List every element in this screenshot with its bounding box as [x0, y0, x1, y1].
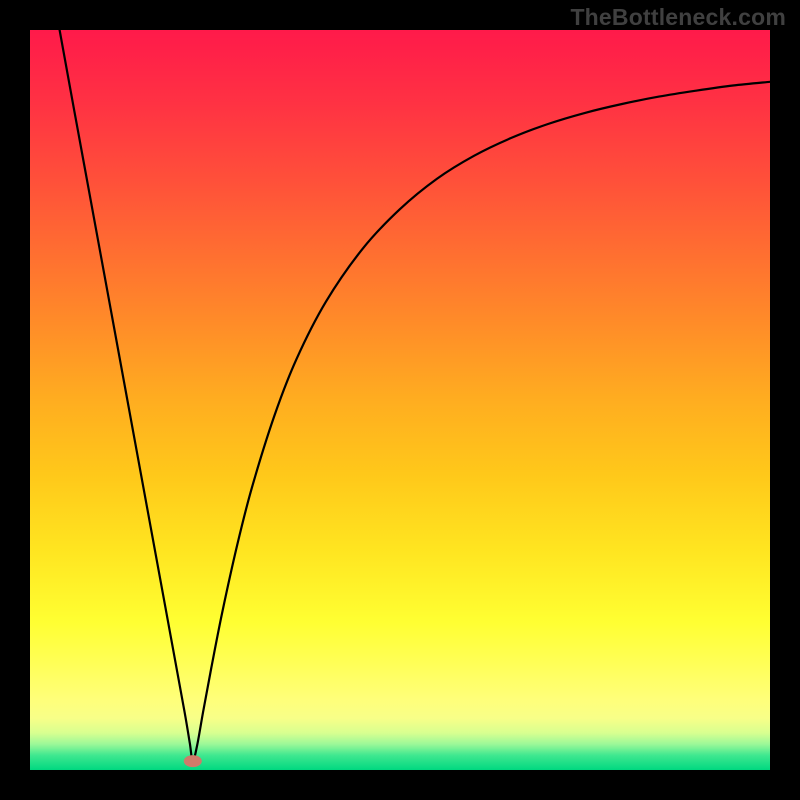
chart-svg [30, 30, 770, 770]
gradient-background [30, 30, 770, 770]
watermark-text: TheBottleneck.com [570, 4, 786, 31]
plot-area [30, 30, 770, 770]
chart-root: TheBottleneck.com [0, 0, 800, 800]
vertex-marker [184, 755, 202, 767]
